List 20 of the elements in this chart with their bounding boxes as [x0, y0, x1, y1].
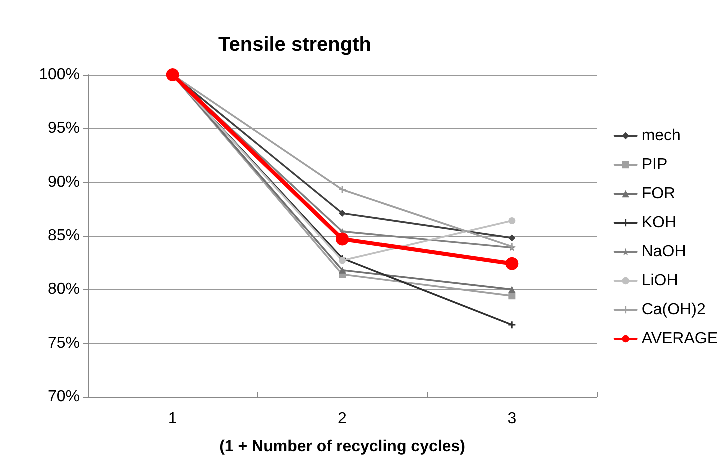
x-axis-title: (1 + Number of recycling cycles)	[220, 438, 466, 456]
legend-label: AVERAGE	[642, 330, 718, 348]
y-tick-label: 85%	[48, 228, 80, 244]
chart-title: Tensile strength	[218, 34, 372, 56]
y-tick-label: 90%	[48, 174, 80, 191]
y-tick-label: 75%	[48, 334, 80, 352]
y-tick-label: 70%	[48, 388, 80, 406]
y-tick-label: 80%	[48, 281, 80, 298]
legend-label: mech	[642, 128, 681, 144]
legend-label: PIP	[642, 156, 668, 174]
y-tick-label: 95%	[48, 120, 80, 138]
x-tick-label: 3	[508, 410, 517, 428]
legend-label: LiOH	[642, 272, 678, 290]
legend-label: Ca(OH)2	[642, 302, 706, 318]
x-tick-label: 2	[338, 410, 348, 428]
y-tick-label: 100%	[39, 66, 80, 84]
x-tick-label: 1	[168, 410, 178, 428]
legend-label: KOH	[642, 214, 676, 232]
legend-label: NaOH	[642, 244, 686, 260]
legend-label: FOR	[642, 186, 676, 202]
